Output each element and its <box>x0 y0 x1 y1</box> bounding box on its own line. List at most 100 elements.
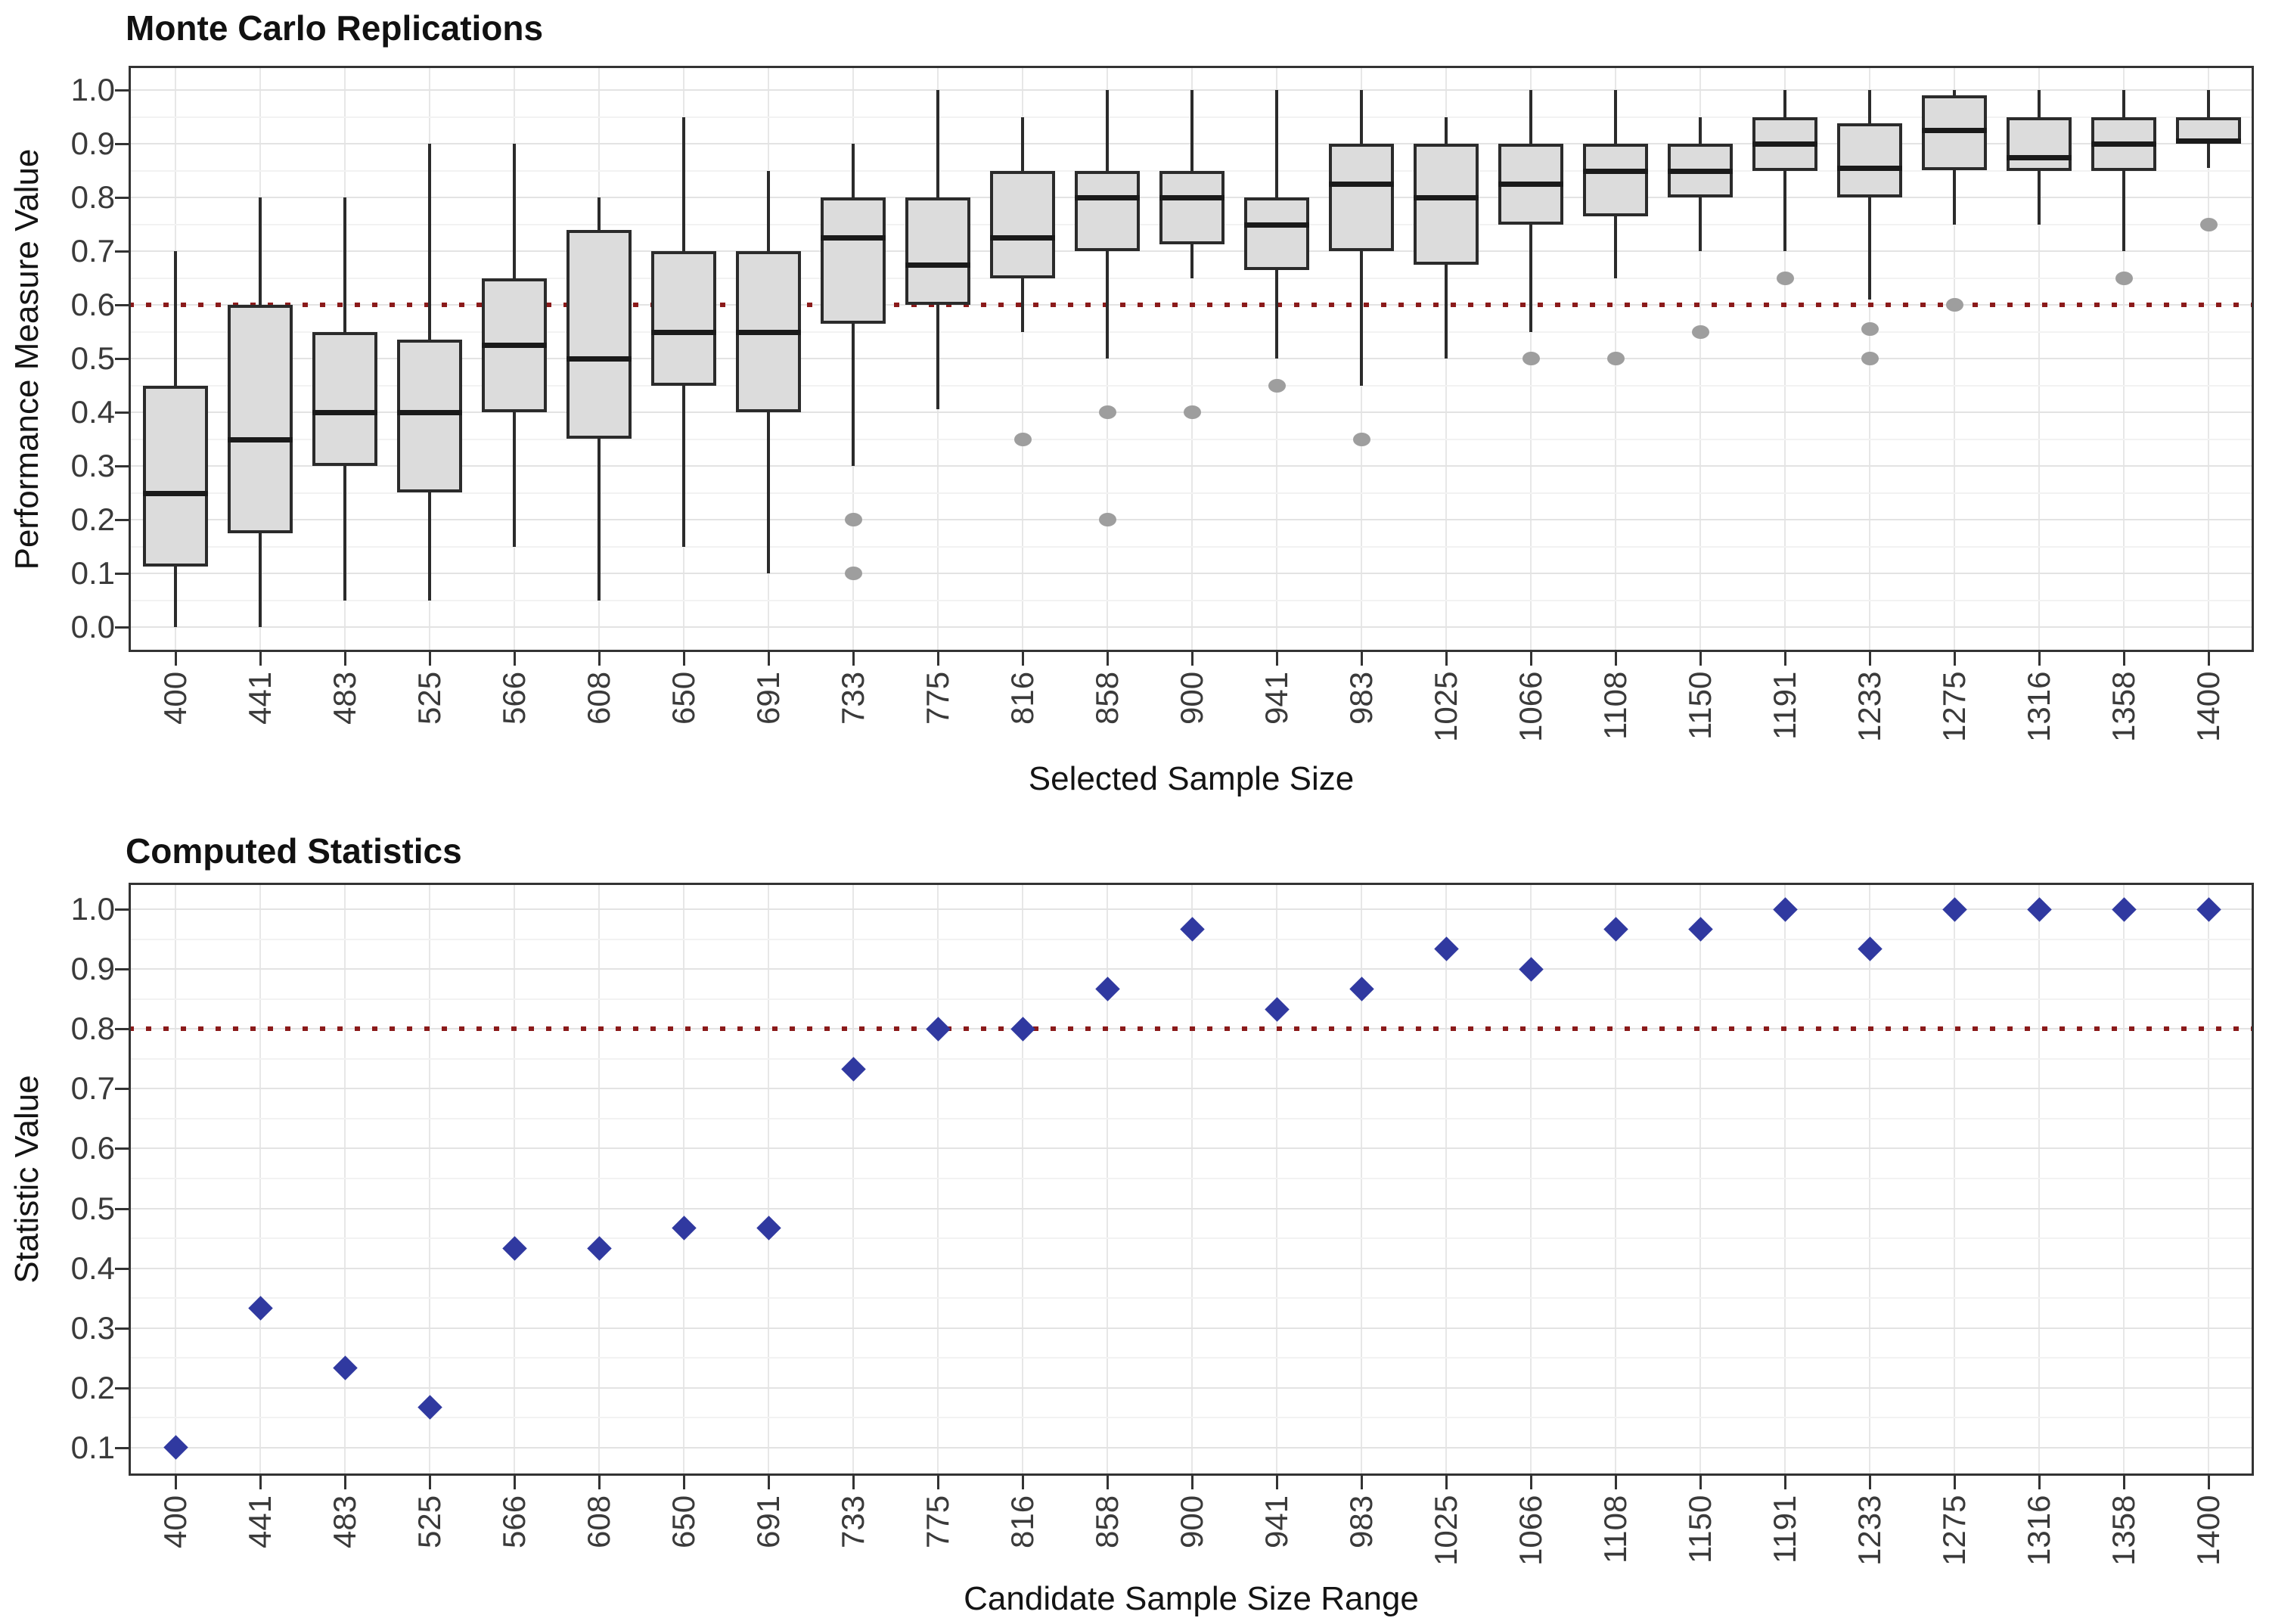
box-median-line <box>1244 222 1309 228</box>
x-axis-tick <box>768 652 770 666</box>
gridline-minor <box>129 998 2254 1000</box>
gridline-major <box>129 519 2254 520</box>
box <box>651 251 716 386</box>
x-axis-tick-label: 1400 <box>2190 1495 2226 1567</box>
x-axis-tick-label: 1150 <box>1682 672 1718 741</box>
gridline-major <box>129 1147 2254 1150</box>
y-axis-tick <box>115 1327 129 1330</box>
box <box>566 229 632 439</box>
gridline-minor <box>129 331 2254 333</box>
box <box>1075 170 1140 251</box>
box-median-line <box>2007 154 2072 160</box>
x-axis-tick <box>937 652 939 666</box>
gridline-minor <box>129 1297 2254 1300</box>
x-axis-tick <box>2208 652 2210 666</box>
outlier-point <box>1861 321 1879 336</box>
x-axis-tick <box>937 1476 939 1489</box>
box-median-line <box>228 436 293 442</box>
gridline-vertical <box>1699 883 1701 1476</box>
outlier-point <box>1692 324 1709 339</box>
x-axis-tick-label: 816 <box>1004 1495 1040 1549</box>
x-axis-tick-label: 733 <box>835 672 871 725</box>
data-point-diamond <box>756 1216 781 1241</box>
y-axis-tick <box>115 143 129 145</box>
x-axis-tick <box>429 1476 431 1489</box>
x-axis-tick <box>598 652 601 666</box>
x-axis-tick <box>175 1476 177 1489</box>
box <box>990 170 1055 278</box>
gridline-major <box>129 968 2254 970</box>
gridline-major <box>129 1446 2254 1449</box>
x-axis-tick-label: 1275 <box>1936 1495 1972 1567</box>
outlier-point <box>845 513 862 526</box>
box-median-line <box>736 329 801 335</box>
outlier-point <box>1268 378 1286 393</box>
box-median-line <box>1498 182 1563 188</box>
gridline-major <box>129 1088 2254 1090</box>
data-point-diamond <box>586 1236 612 1261</box>
data-point-diamond <box>1772 896 1798 922</box>
x-axis-tick-label: 733 <box>835 1495 871 1549</box>
x-axis-tick <box>1361 652 1363 666</box>
gridline-major <box>129 465 2254 467</box>
box <box>228 305 293 533</box>
data-point-diamond <box>1433 936 1459 962</box>
x-axis-tick-label: 525 <box>411 672 447 725</box>
box-median-line <box>905 262 970 268</box>
x-axis-tick-label: 1108 <box>1597 672 1633 741</box>
data-point-diamond <box>1687 916 1713 942</box>
x-axis-tick <box>259 652 262 666</box>
box-median-line <box>312 410 377 415</box>
box <box>1583 144 1648 216</box>
x-axis-tick-label: 441 <box>242 672 278 725</box>
x-axis-tick <box>1191 1476 1193 1489</box>
boxplot-panel <box>129 66 2254 652</box>
box-median-line <box>990 235 1055 241</box>
y-axis-tick <box>115 1267 129 1270</box>
x-axis-tick <box>1784 1476 1786 1489</box>
gridline-vertical <box>175 883 176 1476</box>
data-point-diamond <box>2111 896 2137 922</box>
gridline-vertical <box>344 883 346 1476</box>
y-axis-tick-label: 0.5 <box>70 340 115 376</box>
gridline-vertical <box>1107 883 1108 1476</box>
x-axis-tick-label: 525 <box>411 1495 447 1549</box>
outlier-point <box>1353 432 1370 446</box>
x-axis-tick <box>2038 1476 2041 1489</box>
x-axis-tick <box>1615 652 1617 666</box>
data-point-diamond <box>840 1056 866 1082</box>
x-axis-tick-label: 983 <box>1343 672 1379 725</box>
y-axis-tick-label: 1.0 <box>70 72 115 107</box>
x-axis-tick <box>2123 652 2125 666</box>
scatter-chart-title: Computed Statistics <box>126 831 462 871</box>
gridline-vertical <box>1191 883 1193 1476</box>
gridline-vertical <box>1022 883 1023 1476</box>
x-axis-tick <box>175 652 177 666</box>
gridline-vertical <box>1784 883 1786 1476</box>
y-axis-tick <box>115 1446 129 1449</box>
y-axis-tick <box>115 968 129 971</box>
x-axis-tick <box>598 1476 601 1489</box>
x-axis-tick-label: 691 <box>750 1495 786 1549</box>
outlier-point <box>1861 352 1879 365</box>
x-axis-tick <box>1869 1476 1871 1489</box>
data-point-diamond <box>332 1355 358 1380</box>
gridline-vertical <box>2123 883 2125 1476</box>
x-axis-tick-label: 566 <box>496 672 532 725</box>
y-axis-tick <box>115 1147 129 1150</box>
x-axis-tick <box>1276 652 1278 666</box>
data-point-diamond <box>1349 976 1374 1001</box>
gridline-vertical <box>429 883 430 1476</box>
x-axis-tick <box>1445 1476 1448 1489</box>
x-axis-tick-label: 483 <box>327 1495 362 1549</box>
reference-line <box>129 1026 2254 1032</box>
outlier-point <box>1607 352 1625 365</box>
y-axis-tick <box>115 465 129 467</box>
x-axis-tick <box>1022 652 1024 666</box>
data-point-diamond <box>1094 976 1120 1001</box>
x-axis-tick <box>344 1476 346 1489</box>
x-axis-tick-label: 1191 <box>1767 672 1802 741</box>
y-axis-tick <box>115 89 129 92</box>
x-axis-tick <box>1699 652 1702 666</box>
data-point-diamond <box>417 1395 442 1421</box>
